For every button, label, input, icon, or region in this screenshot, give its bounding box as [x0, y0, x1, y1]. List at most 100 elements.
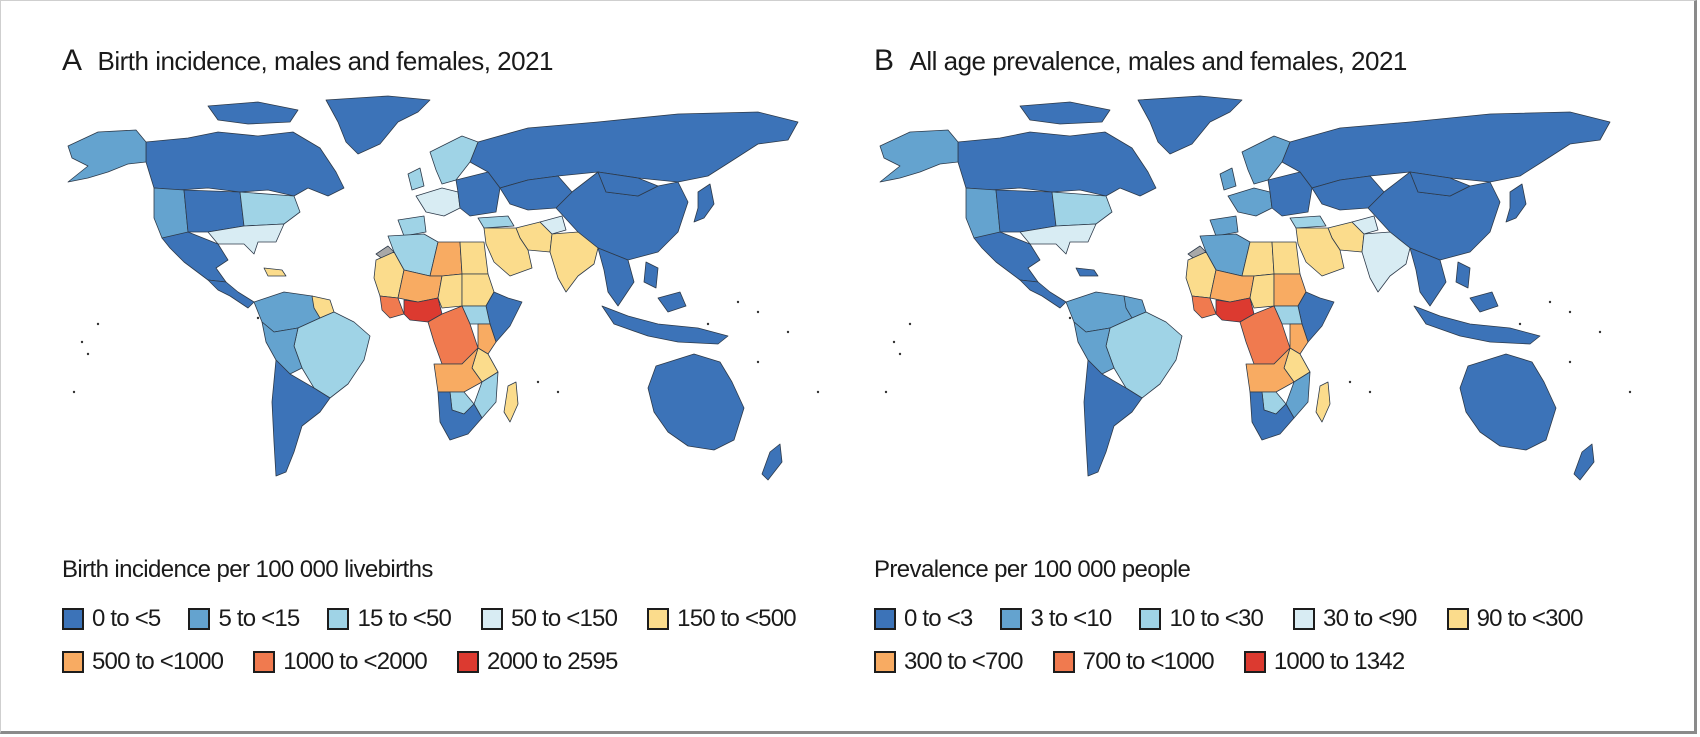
island-speck: [86, 352, 90, 356]
legend-label: 5 to <15: [218, 605, 300, 632]
legend-item: 1000 to 1342: [1243, 648, 1405, 676]
legend-swatch: [481, 608, 504, 630]
region-southern-cone: [1083, 359, 1143, 477]
island-speck: [892, 340, 896, 344]
region-mozambique: [1285, 371, 1311, 419]
legend-title: Birth incidence per 100 000 livebirths: [62, 556, 433, 583]
region-iberia: [1209, 215, 1239, 237]
legend-item: 700 to <1000: [1052, 648, 1215, 676]
legend-swatch: [1052, 651, 1075, 673]
region-canada: [957, 101, 1157, 197]
region-turkey: [1289, 215, 1327, 229]
legend-row-2: 500 to <1000 1000 to <2000 2000 to 2595: [62, 648, 618, 676]
island-speck: [72, 390, 76, 394]
legend-item: 300 to <700: [874, 648, 1023, 676]
region-central-america: [207, 279, 255, 309]
legend-label: 30 to <90: [1323, 605, 1417, 632]
region-russia: [469, 111, 799, 189]
island-speck: [1068, 316, 1072, 320]
legend-swatch: [327, 608, 350, 630]
island-speck: [1518, 322, 1522, 326]
island-speck: [96, 322, 100, 326]
island-speck: [706, 322, 710, 326]
island-speck: [80, 340, 84, 344]
legend-item: 500 to <1000: [62, 648, 224, 676]
legend-label: 700 to <1000: [1082, 648, 1215, 675]
region-usa-central: [183, 189, 245, 233]
legend-label: 15 to <50: [357, 605, 452, 632]
island-speck: [756, 360, 760, 364]
legend-label: 90 to <300: [1476, 605, 1584, 632]
region-new-zealand: [761, 443, 783, 481]
region-mexico: [973, 231, 1041, 283]
region-afghanistan: [539, 215, 567, 235]
region-southern-cone: [271, 359, 331, 477]
legend-swatch: [188, 608, 211, 630]
legend-label: 3 to <10: [1030, 605, 1112, 632]
region-australia: [1459, 353, 1557, 451]
region-southern-africa: [437, 391, 483, 441]
region-usa-central: [995, 189, 1057, 233]
region-iberia: [397, 215, 427, 237]
region-australia: [647, 353, 745, 451]
region-southern-africa: [1249, 391, 1295, 441]
legend-item: 50 to <150: [481, 605, 618, 633]
legend-row-1: 0 to <5 5 to <15 15 to <50 50 to <150 150 to…: [62, 605, 797, 633]
region-usa-south: [207, 223, 285, 255]
island-speck: [756, 310, 760, 314]
legend-swatch: [62, 651, 84, 673]
island-speck: [1628, 390, 1632, 394]
legend-label: 0 to <3: [904, 605, 973, 632]
region-usa-east: [1051, 191, 1113, 227]
region-southeast-asia: [1409, 247, 1471, 307]
legend-label: 1000 to <2000: [283, 648, 428, 675]
region-east-africa: [477, 323, 497, 355]
panel-letter: A: [62, 44, 82, 77]
region-west-coast: [1191, 295, 1217, 319]
legend-label: 150 to <500: [677, 605, 796, 632]
world-choropleth-map: [879, 95, 1632, 481]
legend-item: 0 to <5: [62, 605, 161, 633]
legend-item: 3 to <10: [1000, 605, 1112, 633]
legend-label: 300 to <700: [904, 648, 1023, 675]
legend-item: 1000 to <2000: [253, 648, 428, 676]
legend-item: 5 to <15: [188, 605, 300, 633]
legend-row-2: 300 to <700 700 to <1000 1000 to 1342: [874, 648, 1405, 676]
region-northern-europe: [407, 135, 479, 191]
region-indonesia: [1413, 291, 1541, 345]
legend-swatch: [62, 608, 84, 630]
region-central-america: [1019, 279, 1067, 309]
region-japan: [693, 183, 715, 223]
region-usa-east: [239, 191, 301, 227]
legend-swatch: [1243, 651, 1266, 673]
region-usa-south: [1019, 223, 1097, 255]
region-greenland: [1137, 95, 1243, 155]
island-speck: [556, 390, 560, 394]
legend-item: 0 to <3: [874, 605, 973, 633]
legend-label: 1000 to 1342: [1273, 648, 1405, 675]
legend-label: 10 to <30: [1169, 605, 1264, 632]
legend-swatch: [1000, 608, 1023, 630]
legend-item: 150 to <500: [647, 605, 797, 633]
region-egypt: [459, 241, 489, 275]
region-middle-east: [483, 227, 533, 277]
region-south-asia: [1361, 231, 1411, 293]
legend-swatch: [1293, 608, 1316, 630]
legend-label: 500 to <1000: [92, 648, 224, 675]
region-middle-east: [1295, 227, 1345, 277]
island-speck: [908, 322, 912, 326]
legend-swatch: [1446, 608, 1469, 630]
region-east-africa: [1289, 323, 1309, 355]
region-alaska: [67, 129, 147, 183]
region-western-europe: [1227, 187, 1273, 217]
region-mongolia: [1409, 171, 1471, 197]
island-speck: [1598, 330, 1602, 334]
island-speck: [1568, 310, 1572, 314]
region-mexico: [161, 231, 229, 283]
island-speck: [1548, 300, 1552, 304]
region-eastern-europe: [1267, 171, 1313, 217]
region-chad: [1249, 273, 1275, 309]
island-speck: [1348, 380, 1352, 384]
island-speck: [736, 300, 740, 304]
legend-title: Prevalence per 100 000 people: [874, 556, 1191, 583]
